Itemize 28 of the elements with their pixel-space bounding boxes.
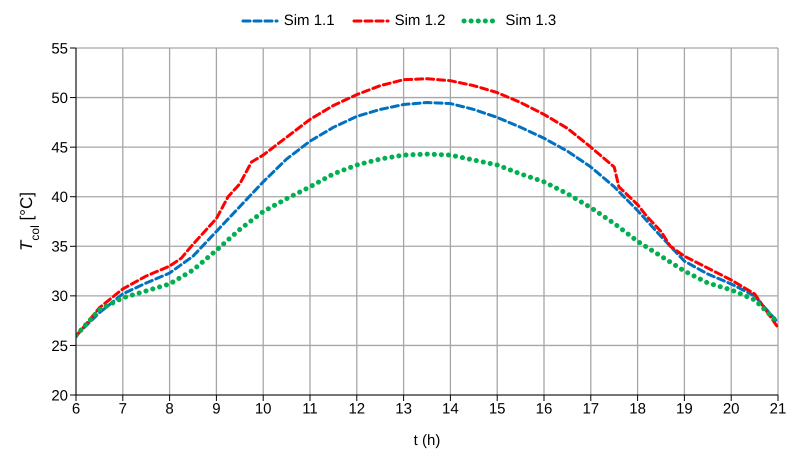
y-tick-label: 50: [51, 90, 68, 107]
legend-label: Sim 1.2: [394, 12, 446, 29]
x-tick-label: 8: [165, 400, 174, 418]
x-tick-label: 9: [212, 400, 221, 418]
y-tick-label: 35: [51, 238, 68, 256]
x-tick-label: 19: [676, 400, 693, 418]
y-tick-label: 20: [51, 387, 68, 404]
x-tick-label: 6: [72, 400, 80, 418]
x-tick-label: 17: [582, 400, 600, 418]
x-tick-label: 13: [395, 400, 412, 418]
x-axis-title: t (h): [414, 432, 440, 449]
y-tick-label: 55: [51, 40, 68, 58]
legend-label: Sim 1.3: [504, 12, 556, 29]
x-tick-label: 11: [302, 400, 318, 418]
x-tick-label: 21: [770, 400, 786, 418]
x-tick-label: 12: [348, 400, 366, 418]
y-tick-label: 30: [51, 288, 68, 306]
x-tick-label: 18: [629, 400, 646, 418]
y-tick-label: 45: [51, 139, 68, 156]
x-tick-label: 20: [722, 400, 740, 418]
legend-label: Sim 1.1: [282, 12, 335, 29]
y-tick-label: 25: [51, 338, 68, 355]
y-tick-label: 40: [51, 189, 68, 206]
x-tick-label: 15: [488, 400, 506, 418]
x-tick-label: 16: [536, 400, 552, 418]
x-tick-label: 7: [118, 400, 127, 418]
x-tick-label: 10: [254, 400, 272, 418]
x-tick-label: 14: [442, 400, 459, 418]
